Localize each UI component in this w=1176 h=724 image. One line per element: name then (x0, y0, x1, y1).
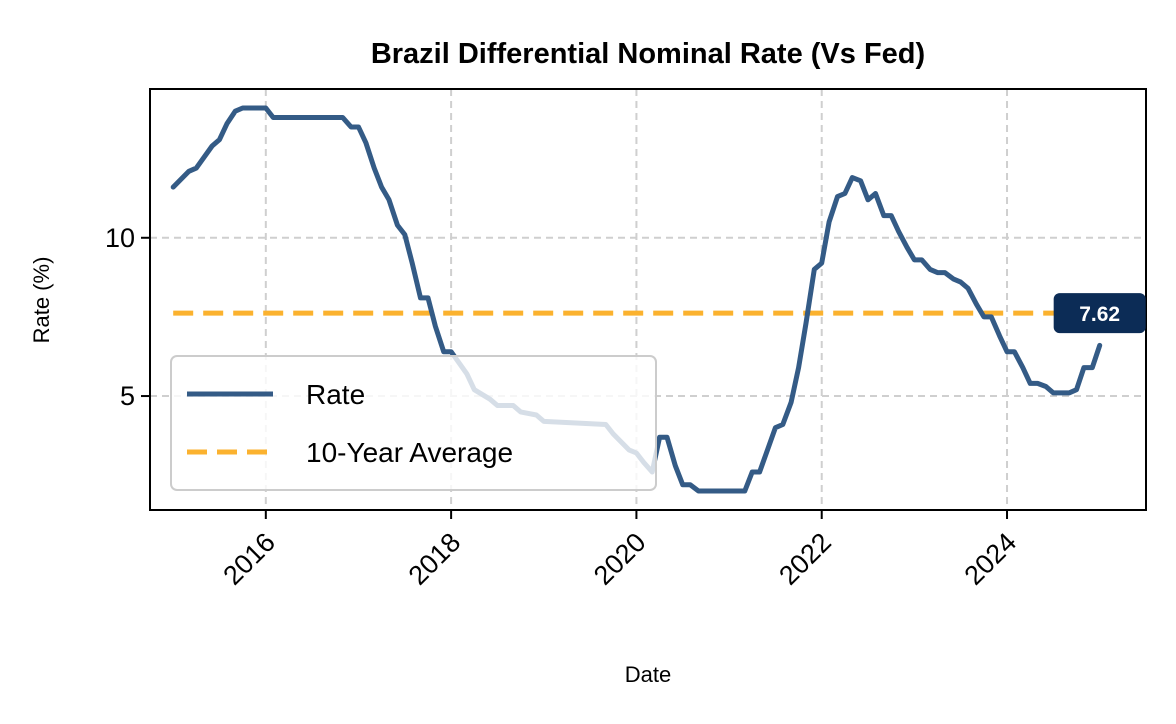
x-tick-label: 2022 (773, 527, 837, 591)
x-tick-label: 2018 (403, 527, 467, 591)
badge-background (1053, 293, 1146, 334)
plot-frame (149, 88, 1147, 511)
x-tick-label: 2020 (588, 527, 652, 591)
y-tick-label: 10 (105, 223, 135, 253)
series-line-rate (170, 105, 1103, 494)
chart-title: Brazil Differential Nominal Rate (Vs Fed… (371, 38, 925, 70)
x-axis-label: Date (625, 662, 671, 687)
badge-value: 7.62 (1079, 303, 1120, 326)
series-layer (170, 105, 1103, 494)
x-tick-label: 2024 (959, 527, 1023, 591)
legend-label-10-year-average: 10-Year Average (306, 437, 513, 468)
legend: Rate 10-Year Average (170, 355, 657, 491)
y-tick-label: 5 (120, 381, 135, 411)
x-tick-label: 2016 (217, 527, 281, 591)
y-axis-label: Rate (%) (29, 257, 54, 344)
legend-label-rate: Rate (306, 379, 365, 410)
latest-value-badge: 7.62 (1053, 293, 1146, 334)
legend-box (170, 355, 657, 491)
